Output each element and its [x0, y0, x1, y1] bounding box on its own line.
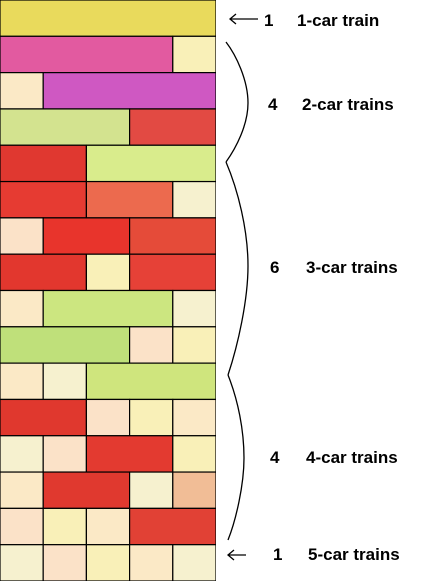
car-block-2 — [129, 108, 216, 146]
label-count-1-car: 1 — [264, 11, 274, 30]
car-block-single — [85, 253, 131, 292]
car-block-2 — [129, 217, 216, 255]
car-block-single — [172, 326, 216, 364]
car-block-single — [0, 362, 44, 401]
arrow-5-car — [226, 549, 246, 561]
car-block-single — [0, 507, 44, 546]
car-block-single — [42, 507, 88, 546]
arrow-1-car — [228, 13, 258, 25]
car-block-single — [172, 544, 216, 581]
car-block-single — [172, 180, 216, 219]
car-block-3 — [85, 362, 216, 401]
train-grid — [0, 0, 216, 581]
label-count-2-car: 4 — [268, 95, 278, 114]
car-block-3 — [0, 326, 131, 364]
car-block-single — [0, 544, 44, 581]
car-block-3 — [42, 289, 174, 328]
car-block-single — [0, 289, 44, 328]
car-block-2 — [85, 435, 174, 473]
car-block-2 — [0, 180, 88, 219]
car-block-single — [0, 435, 44, 473]
car-block-2 — [129, 253, 216, 292]
label-text-3-car: 3-car trains — [306, 258, 398, 277]
car-block-single — [42, 362, 88, 401]
label-count-5-car: 1 — [273, 545, 283, 564]
car-block-5 — [0, 0, 216, 37]
car-block-3 — [85, 144, 216, 183]
car-block-2 — [0, 144, 88, 183]
car-block-single — [85, 507, 131, 546]
label-text-4-car: 4-car trains — [306, 448, 398, 467]
car-block-2 — [85, 180, 174, 219]
brace-2-car — [225, 41, 249, 163]
label-text-5-car: 5-car trains — [308, 545, 400, 564]
car-block-2 — [0, 398, 88, 437]
brace-3-car — [225, 161, 249, 376]
car-block-2 — [42, 217, 131, 255]
car-block-2 — [129, 507, 216, 546]
car-block-single — [0, 72, 44, 110]
car-block-single — [42, 435, 88, 473]
car-block-single — [85, 544, 131, 581]
car-block-4 — [42, 72, 216, 110]
car-block-single — [0, 217, 44, 255]
label-text-2-car: 2-car trains — [302, 95, 394, 114]
car-block-2 — [42, 471, 131, 509]
car-block-2 — [0, 253, 88, 292]
car-block-single — [42, 544, 88, 581]
car-block-single — [129, 326, 174, 364]
car-block-3 — [0, 108, 131, 146]
car-block-single — [129, 471, 174, 509]
brace-4-car — [227, 374, 245, 541]
car-block-single — [172, 435, 216, 473]
car-block-4 — [0, 35, 174, 74]
car-block-single — [172, 35, 216, 74]
car-block-single — [0, 471, 44, 509]
label-count-4-car: 4 — [270, 448, 280, 467]
label-count-3-car: 6 — [270, 258, 280, 277]
label-text-1-car: 1-car train — [297, 11, 380, 30]
car-block-single — [129, 544, 174, 581]
car-block-single — [172, 289, 216, 328]
car-block-single — [129, 398, 174, 437]
car-block-single — [172, 398, 216, 437]
car-block-single — [172, 471, 216, 509]
car-block-single — [85, 398, 131, 437]
